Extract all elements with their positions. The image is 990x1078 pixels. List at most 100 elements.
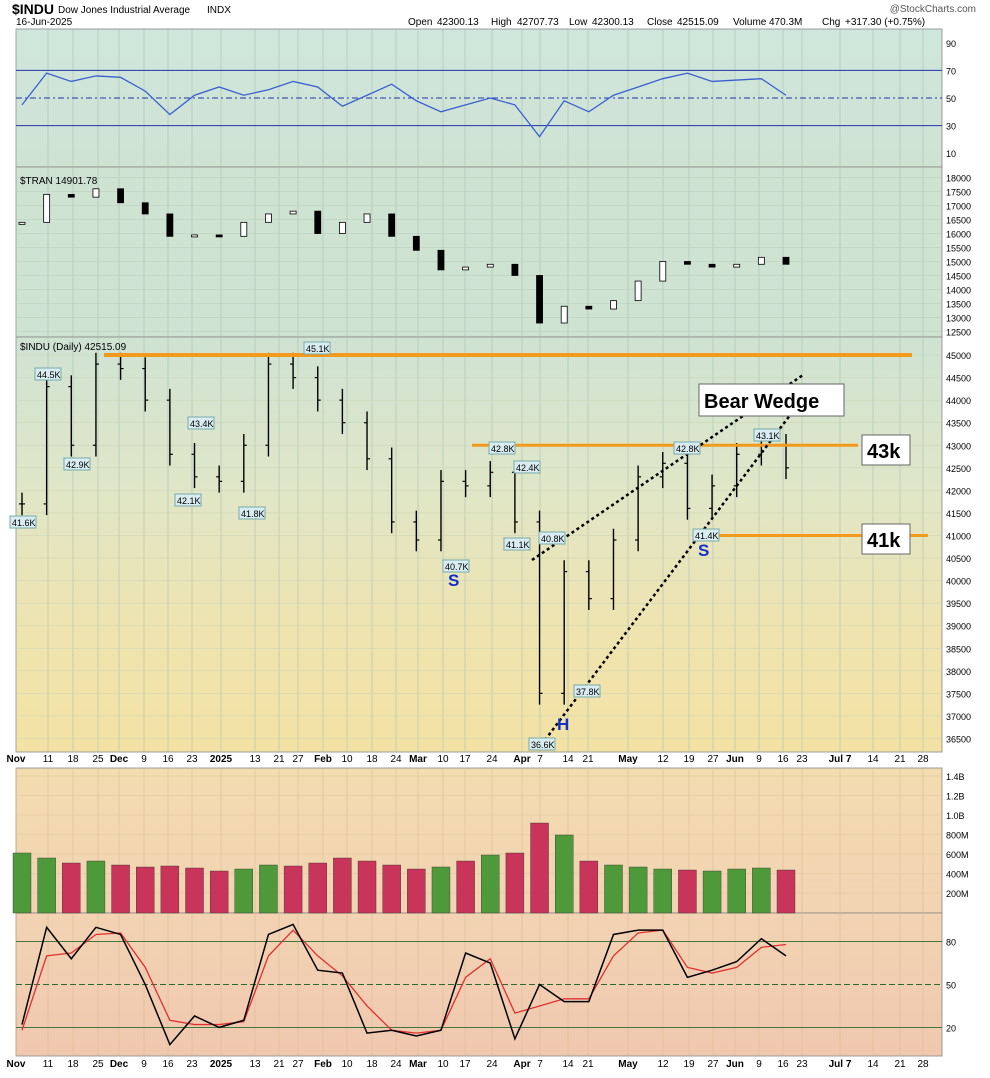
price-tick-label: 38500 [946, 644, 971, 654]
x-tick-label: 21 [894, 754, 906, 765]
volume-tick-label: 1.2B [946, 792, 965, 802]
tran-tick-label: 16000 [946, 230, 971, 240]
x-tick-label: 24 [486, 754, 498, 765]
volume-panel [15, 767, 943, 914]
x-tick-label: 9 [756, 754, 762, 765]
x-tick-label-bottom: 24 [486, 1059, 498, 1070]
tran-candle [610, 300, 617, 310]
volume-bar [579, 860, 599, 914]
tran-tick-label: 14000 [946, 285, 971, 295]
volume-bar [554, 834, 574, 914]
volume-bar [234, 868, 254, 914]
tran-candle [166, 213, 174, 237]
level-41k-label: 41k [867, 530, 901, 552]
x-tick-label-bottom: 21 [273, 1059, 285, 1070]
volume-bar [776, 869, 796, 914]
x-tick-label-bottom: Jun [726, 1059, 744, 1070]
tran-candle [560, 305, 568, 324]
x-tick-label: Dec [110, 754, 129, 765]
x-tick-label: 13 [249, 754, 261, 765]
volume-bar [62, 862, 81, 914]
callout-42-1k-text: 42.1K [177, 496, 201, 506]
tran-candle [363, 213, 371, 223]
high-value: 42707.73 [517, 17, 559, 28]
x-tick-label: 27 [292, 754, 304, 765]
x-tick-label-bottom: 23 [186, 1059, 198, 1070]
callout-42-4k-text: 42.4K [516, 463, 540, 473]
callout-40-7k-text: 40.7K [445, 562, 469, 572]
rsi-tick-label: 70 [946, 66, 956, 76]
tran-tick-label: 12500 [946, 327, 971, 337]
volume-bar [456, 860, 475, 914]
callout-37-8k: 37.8K [573, 684, 601, 698]
volume-tick-label: 600M [946, 850, 969, 860]
change-value: +317.30 (+0.75%) [845, 17, 925, 28]
callout-45-1k: 45.1K [303, 341, 331, 355]
volume-bar [505, 852, 525, 914]
tran-candle [141, 202, 149, 215]
open-value: 42300.13 [437, 17, 479, 28]
price-callouts: 44.5K 42.9K 41.6K 43.4K 42.1K 41.8K 45.1… [9, 341, 781, 751]
volume-bar [431, 866, 451, 914]
price-tick-label: 39500 [946, 599, 971, 609]
volume-bar [653, 868, 672, 914]
x-tick-label-bottom: 18 [366, 1059, 378, 1070]
callout-41-6k-text: 41.6K [12, 518, 36, 528]
tran-tick-label: 17000 [946, 202, 971, 212]
ohlc-readout: Open 42300.13 High 42707.73 Low 42300.13… [408, 17, 925, 28]
volume-bar [283, 865, 303, 914]
stochastic-layer: 80 50 20 [16, 923, 956, 1046]
x-tick-label-bottom: Jul 7 [829, 1059, 852, 1070]
rsi-tick-label: 30 [946, 122, 956, 132]
annotations: Bear Wedge 43k 41k S H S [448, 383, 911, 734]
x-tick-label: Feb [314, 754, 332, 765]
x-tick-label-bottom: 9 [141, 1059, 147, 1070]
tran-tick-label: 16500 [946, 216, 971, 226]
x-tick-label: 14 [562, 754, 574, 765]
price-tick-label: 42000 [946, 486, 971, 496]
rsi-line [21, 72, 787, 138]
price-tick-label: 37000 [946, 712, 971, 722]
price-tick-label: 45000 [946, 351, 971, 361]
tran-tick-label: 13000 [946, 313, 971, 323]
x-tick-label: 19 [683, 754, 695, 765]
x-tick-label-bottom: Apr [513, 1059, 530, 1070]
callout-36-6k: 36.6K [528, 737, 556, 751]
callout-37-8k-text: 37.8K [576, 687, 600, 697]
x-tick-label-bottom: 10 [437, 1059, 449, 1070]
x-tick-label-bottom: Nov [7, 1059, 26, 1070]
x-tick-label: Nov [7, 754, 26, 765]
x-tick-label-bottom: 9 [756, 1059, 762, 1070]
x-tick-label: May [618, 754, 638, 765]
rsi-layer: 90 70 50 30 10 [16, 39, 956, 159]
tran-candle [585, 305, 593, 310]
stochastic-tick-label: 50 [946, 981, 956, 991]
callout-45-1k-text: 45.1K [306, 344, 330, 354]
tran-candle [43, 193, 51, 223]
x-tick-label-bottom: 14 [562, 1059, 574, 1070]
close-label: Close [647, 17, 673, 28]
tran-candle [338, 221, 346, 234]
x-tick-label: 24 [390, 754, 402, 765]
price-tick-label: 38000 [946, 667, 971, 677]
callout-43-1k-text: 43.1K [756, 431, 780, 441]
tran-candle [215, 234, 223, 238]
price-tick-label: 44000 [946, 396, 971, 406]
price-tick-label: 39000 [946, 622, 971, 632]
x-tick-label-bottom: 21 [894, 1059, 906, 1070]
callout-44-5k-text: 44.5K [37, 370, 61, 380]
tran-candle [18, 221, 26, 225]
callout-36-6k-text: 36.6K [531, 740, 555, 750]
x-tick-label-bottom: 18 [67, 1059, 79, 1070]
x-tick-label: 10 [437, 754, 449, 765]
callout-41-1k: 41.1K [503, 537, 531, 551]
high-label: High [491, 17, 512, 28]
volume-tick-label: 1.0B [946, 811, 965, 821]
x-tick-label-bottom: May [618, 1059, 638, 1070]
tran-panel [15, 166, 943, 338]
price-tick-label: 41500 [946, 509, 971, 519]
exchange-label: INDX [207, 5, 231, 16]
callout-43-4k: 43.4K [187, 416, 215, 430]
index-name: Dow Jones Industrial Average [58, 5, 191, 16]
x-tick-label: Apr [513, 754, 530, 765]
